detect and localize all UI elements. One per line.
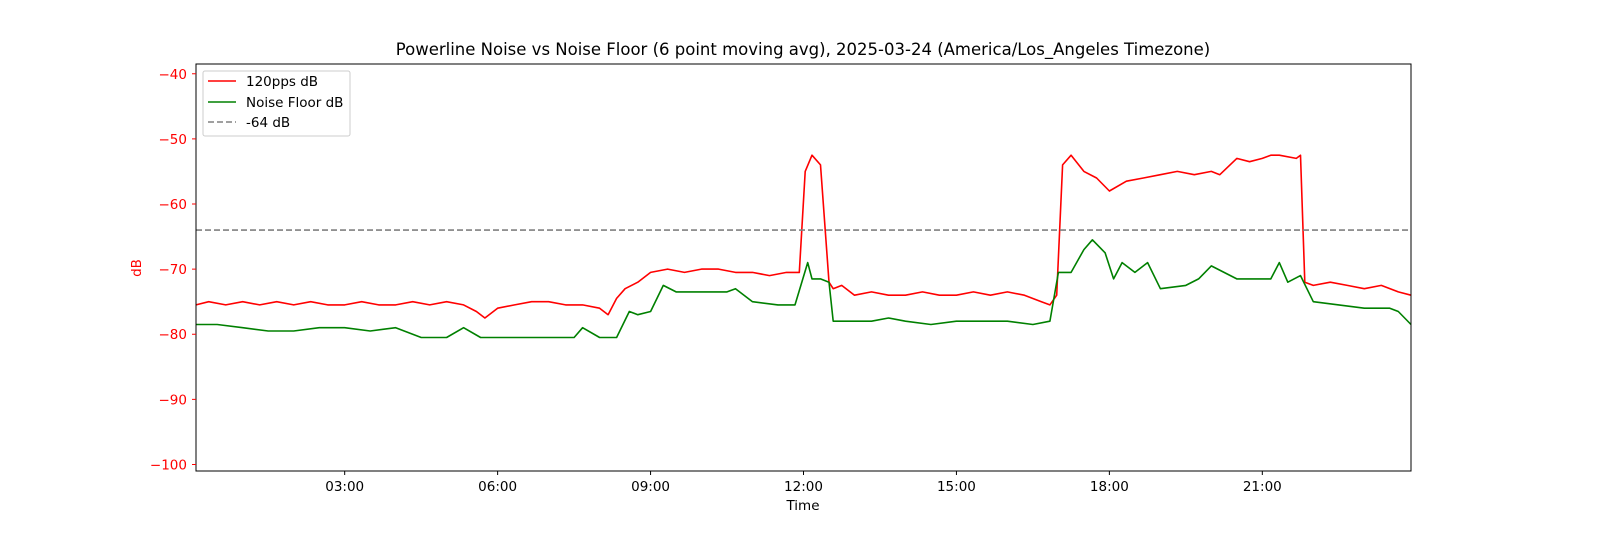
x-tick-label: 18:00 — [1090, 479, 1129, 495]
x-tick-label: 03:00 — [325, 479, 364, 495]
legend-label-threshold: -64 dB — [246, 115, 290, 131]
y-tick-label: −100 — [150, 457, 187, 473]
x-tick-label: 21:00 — [1243, 479, 1282, 495]
y-tick-label: −50 — [159, 132, 188, 148]
legend-box — [202, 70, 351, 137]
y-tick-label: −60 — [159, 197, 188, 213]
y-tick-label: −40 — [159, 67, 188, 83]
legend: 120pps dB Noise Floor dB -64 dB — [202, 70, 351, 137]
x-tick-label: 06:00 — [478, 479, 517, 495]
x-tick-label: 12:00 — [784, 479, 823, 495]
x-tick-label: 09:00 — [631, 479, 670, 495]
x-axis-label: Time — [785, 498, 819, 514]
y-tick-label: −70 — [159, 262, 188, 278]
x-axis-ticks: 03:00 06:00 09:00 12:00 15:00 18:00 21:00 — [325, 471, 1282, 495]
y-axis-ticks: −40 −50 −60 −70 −80 −90 −100 — [150, 67, 196, 473]
chart-title: Powerline Noise vs Noise Floor (6 point … — [396, 40, 1210, 60]
y-tick-label: −90 — [159, 392, 188, 408]
legend-label-noise-floor: Noise Floor dB — [246, 95, 343, 111]
series-line-noise-floor — [196, 239, 1412, 339]
y-axis-label: dB — [129, 259, 145, 277]
legend-label-120pps: 120pps dB — [246, 74, 318, 90]
y-tick-label: −80 — [159, 327, 188, 343]
x-tick-label: 15:00 — [937, 479, 976, 495]
plot-lines — [195, 154, 1412, 339]
